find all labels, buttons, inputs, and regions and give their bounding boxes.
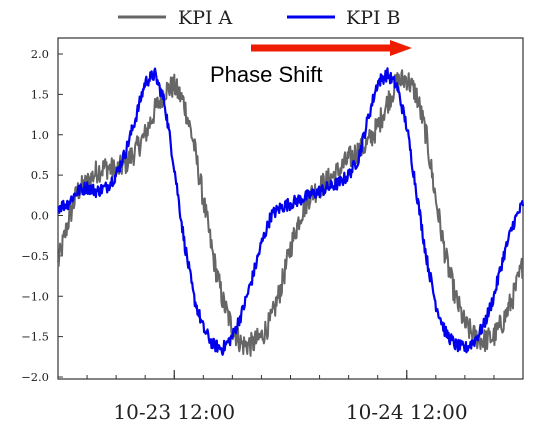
series-line-kpi-b: [58, 68, 523, 354]
x-axis: 10-23 12:00 10-24 12:00: [58, 370, 523, 424]
y-tick-label: −2.0: [21, 370, 49, 384]
x-tick-label: 10-23 12:00: [113, 400, 235, 424]
y-tick-label: −1.5: [21, 330, 49, 344]
x-tick-label: 10-24 12:00: [346, 400, 468, 424]
y-tick-label: 0.0: [31, 209, 49, 223]
phase-shift-label: Phase Shift: [210, 62, 323, 87]
y-tick-label: −0.5: [21, 249, 49, 263]
y-tick-label: 2.0: [31, 47, 49, 61]
y-tick-label: 1.0: [31, 128, 49, 142]
y-tick-label: −1.0: [21, 289, 49, 303]
legend-kpi-b-label: KPI B: [346, 7, 401, 29]
legend: KPI A KPI B: [118, 7, 401, 29]
y-tick-label: 1.5: [31, 87, 49, 101]
legend-kpi-a-label: KPI A: [178, 7, 233, 29]
phase-shift-arrow-head: [390, 40, 412, 56]
series-line-kpi-a: [58, 70, 523, 356]
series-layer: [58, 68, 523, 356]
y-axis: 2.0 1.5 1.0 0.5 0.0 −0.5 −1.0 −1.5 −2.0: [21, 47, 63, 384]
y-tick-label: 0.5: [31, 168, 49, 182]
